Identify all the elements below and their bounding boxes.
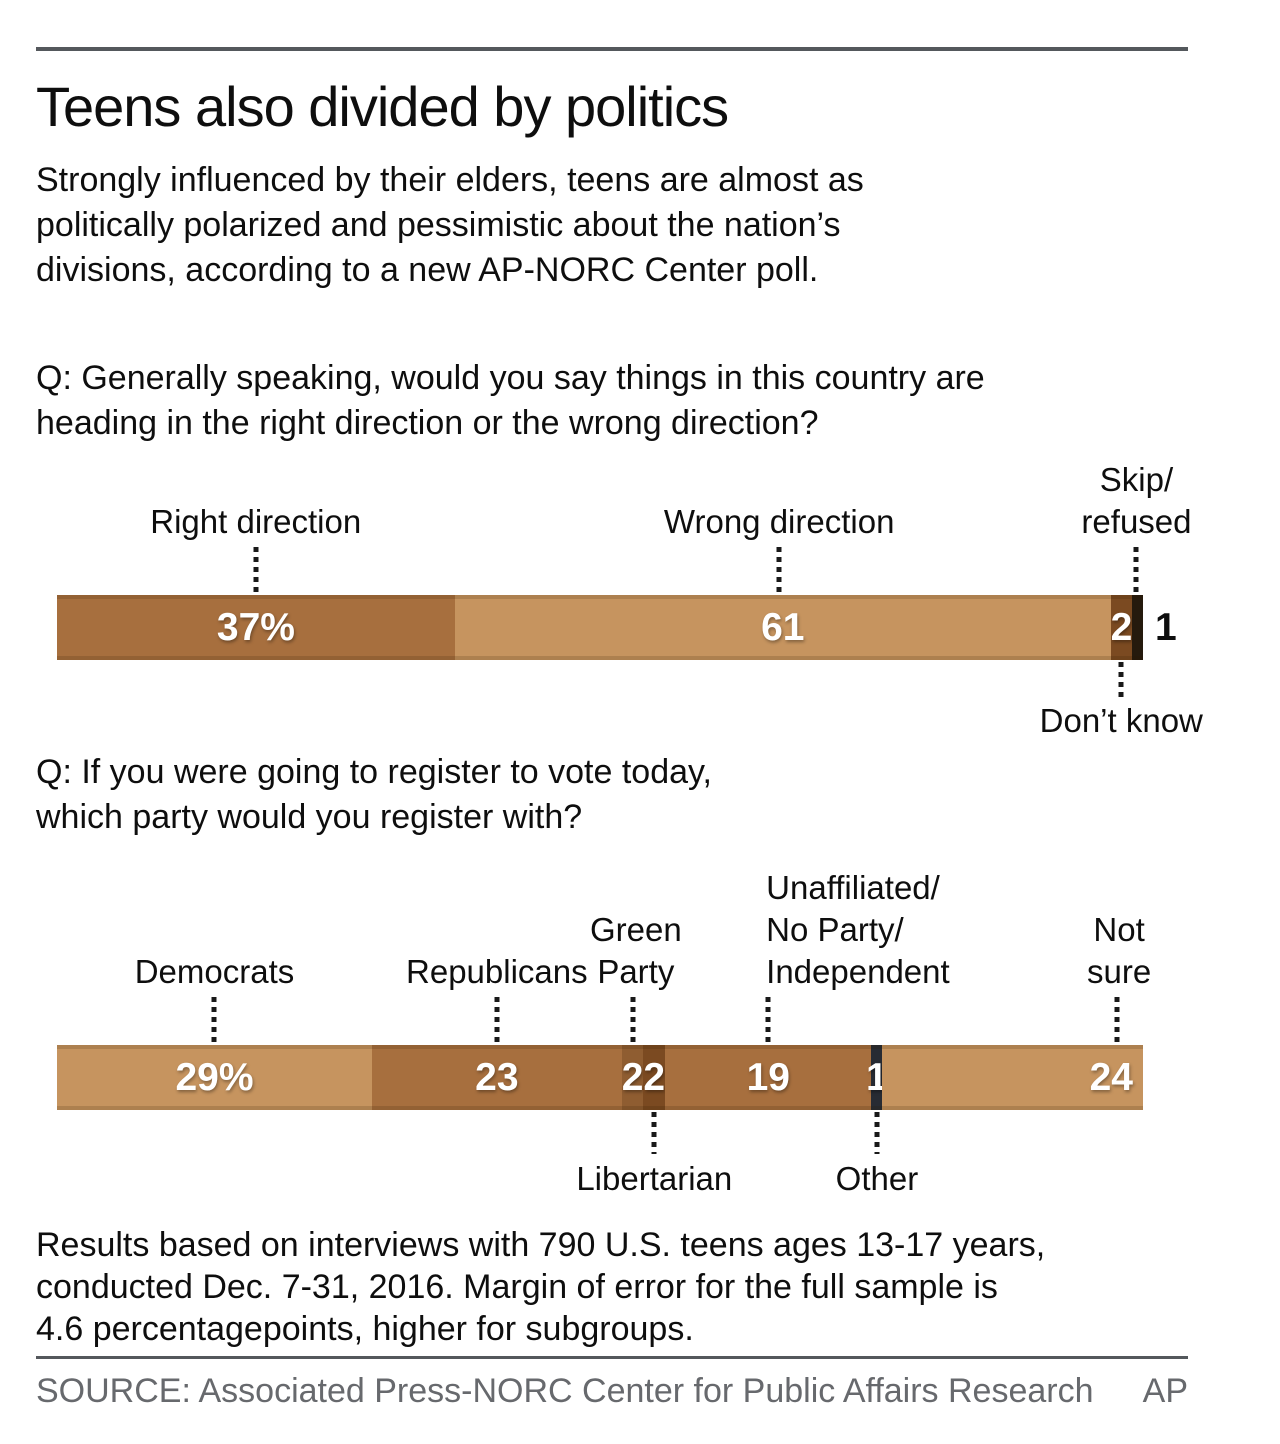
methodology-note-line: conducted Dec. 7-31, 2016. Margin of err… [36, 1268, 998, 1306]
segment-green-party: 2 [621, 1045, 644, 1110]
dotted-connector-republicans [494, 997, 500, 1045]
question-2: Q: If you were going to register to vote… [36, 750, 712, 840]
label-democrats: Democrats [134, 953, 295, 990]
value-unaffiliated: 19 [746, 1055, 790, 1099]
value-right-direction: 37% [216, 605, 295, 649]
question-1-line: heading in the right direction or the wr… [36, 404, 819, 442]
question-1: Q: Generally speaking, would you say thi… [36, 356, 985, 446]
methodology-note: Results based on interviews with 790 U.S… [36, 1224, 1045, 1350]
segment-libertarian: 2 [643, 1045, 666, 1110]
dotted-connector-dont-know [1118, 662, 1124, 698]
segment-skip-refused [1132, 595, 1143, 660]
label-wrong-direction: Wrong direction [663, 503, 895, 540]
source-rule-divider [36, 1356, 1188, 1359]
value-democrats: 29% [175, 1055, 254, 1099]
segment-democrats: 29% [57, 1045, 372, 1110]
segment-unaffiliated: 19 [665, 1045, 872, 1110]
dotted-connector-green-party [630, 997, 636, 1045]
label-skip-refused: Skip/ refused [1081, 461, 1192, 540]
label-libertarian: Libertarian [576, 1160, 733, 1197]
source-row: SOURCE: Associated Press-NORC Center for… [36, 1372, 1188, 1411]
chart1-stacked-bar: 37% 61 2 1 [57, 595, 1177, 660]
dotted-connector-skip-refused [1133, 547, 1139, 595]
segment-wrong-direction: 61 [454, 595, 1111, 660]
value-libertarian: 2 [643, 1055, 666, 1099]
label-green-party: Green Party [589, 911, 682, 990]
page-title: Teens also divided by politics [36, 75, 729, 138]
value-other: 1 [866, 1055, 888, 1099]
dotted-connector-unaffiliated [765, 997, 771, 1045]
dotted-connector-libertarian [651, 1112, 657, 1154]
segment-other: 1 [866, 1045, 888, 1110]
subtitle-line: politically polarized and pessimistic ab… [36, 206, 841, 244]
source-text: SOURCE: Associated Press-NORC Center for… [36, 1372, 1094, 1410]
dotted-connector-wrong-direction [776, 547, 782, 595]
label-not-sure: Not sure [1086, 911, 1152, 990]
chart2-stacked-bar: 29% 23 2 2 19 1 24 [57, 1045, 1143, 1110]
value-wrong-direction: 61 [761, 605, 805, 649]
label-right-direction: Right direction [150, 503, 362, 540]
segment-republicans: 23 [371, 1045, 622, 1110]
value-skip-refused: 1 [1155, 605, 1177, 649]
top-rule-divider [36, 47, 1188, 51]
dotted-connector-not-sure [1114, 997, 1120, 1045]
chart2-labels-below: Libertarian Other [57, 1112, 1143, 1207]
dotted-connector-democrats [211, 997, 217, 1045]
segment-dont-know: 2 [1110, 595, 1133, 660]
chart1-labels-below: Don’t know [57, 662, 1203, 747]
label-dont-know: Don’t know [1039, 702, 1203, 739]
label-other: Other [835, 1160, 919, 1197]
question-2-line: Q: If you were going to register to vote… [36, 753, 712, 791]
value-green-party: 2 [621, 1055, 644, 1099]
value-not-sure: 24 [1089, 1055, 1133, 1099]
segment-not-sure: 24 [882, 1045, 1143, 1110]
subtitle-line: Strongly influenced by their elders, tee… [36, 161, 864, 199]
question-1-line: Q: Generally speaking, would you say thi… [36, 359, 985, 397]
question-2-line: which party would you register with? [36, 798, 583, 836]
credit-ap: AP [1142, 1372, 1188, 1410]
subtitle: Strongly influenced by their elders, tee… [36, 158, 864, 293]
value-republicans: 23 [475, 1055, 519, 1099]
dotted-connector-right-direction [253, 547, 259, 595]
methodology-note-line: 4.6 percentagepoints, higher for subgrou… [36, 1310, 694, 1348]
methodology-note-line: Results based on interviews with 790 U.S… [36, 1226, 1046, 1264]
subtitle-line: divisions, according to a new AP-NORC Ce… [36, 251, 819, 289]
chart1-labels-above: Right direction Wrong direction Skip/ re… [57, 452, 1192, 595]
label-republicans: Republicans [406, 953, 588, 990]
label-unaffiliated: Unaffiliated/ No Party/ Independent [766, 869, 950, 990]
dotted-connector-other [874, 1112, 880, 1154]
chart2-labels-above: Democrats Republicans Green Party Unaffi… [57, 860, 1151, 1045]
segment-right-direction: 37% [57, 595, 455, 660]
value-dont-know: 2 [1110, 605, 1133, 649]
